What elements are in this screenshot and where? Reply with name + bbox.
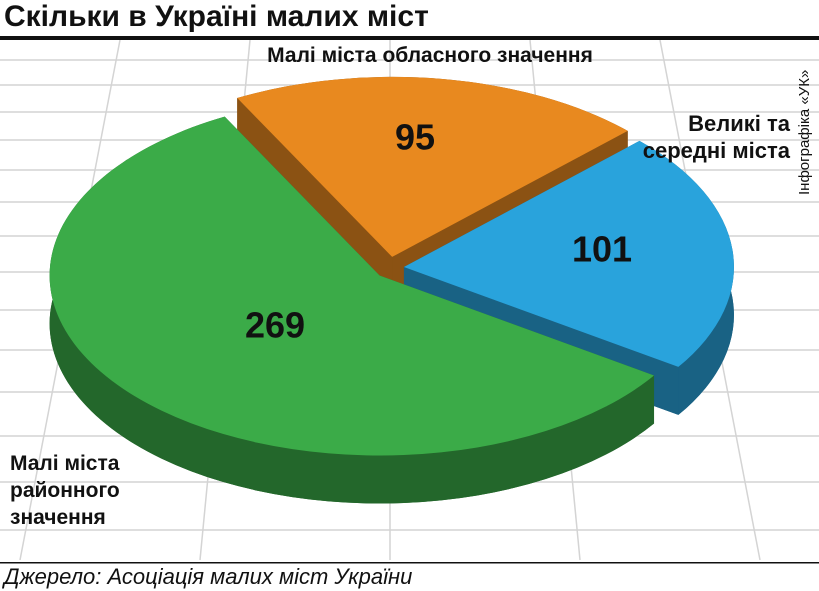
category-label: Малі міста районного значення <box>10 452 120 529</box>
pie-slice <box>49 116 655 456</box>
category-label: Великі та середні міста <box>642 111 790 163</box>
chart-title: Скільки в Україні малих міст <box>4 0 429 33</box>
credit: Інфографіка «УК» <box>796 69 813 195</box>
pie-slice <box>403 140 734 367</box>
value-label: 269 <box>245 305 305 346</box>
title-rule <box>0 36 819 40</box>
value-label: 95 <box>395 117 435 158</box>
pie-slice <box>237 76 628 257</box>
value-label: 101 <box>572 229 632 270</box>
source-rule <box>0 562 819 564</box>
pie: 95 101 269 <box>49 76 734 504</box>
category-label: Малі міста обласного значення <box>267 44 593 67</box>
source: Джерело: Асоціація малих міст України <box>4 564 413 589</box>
